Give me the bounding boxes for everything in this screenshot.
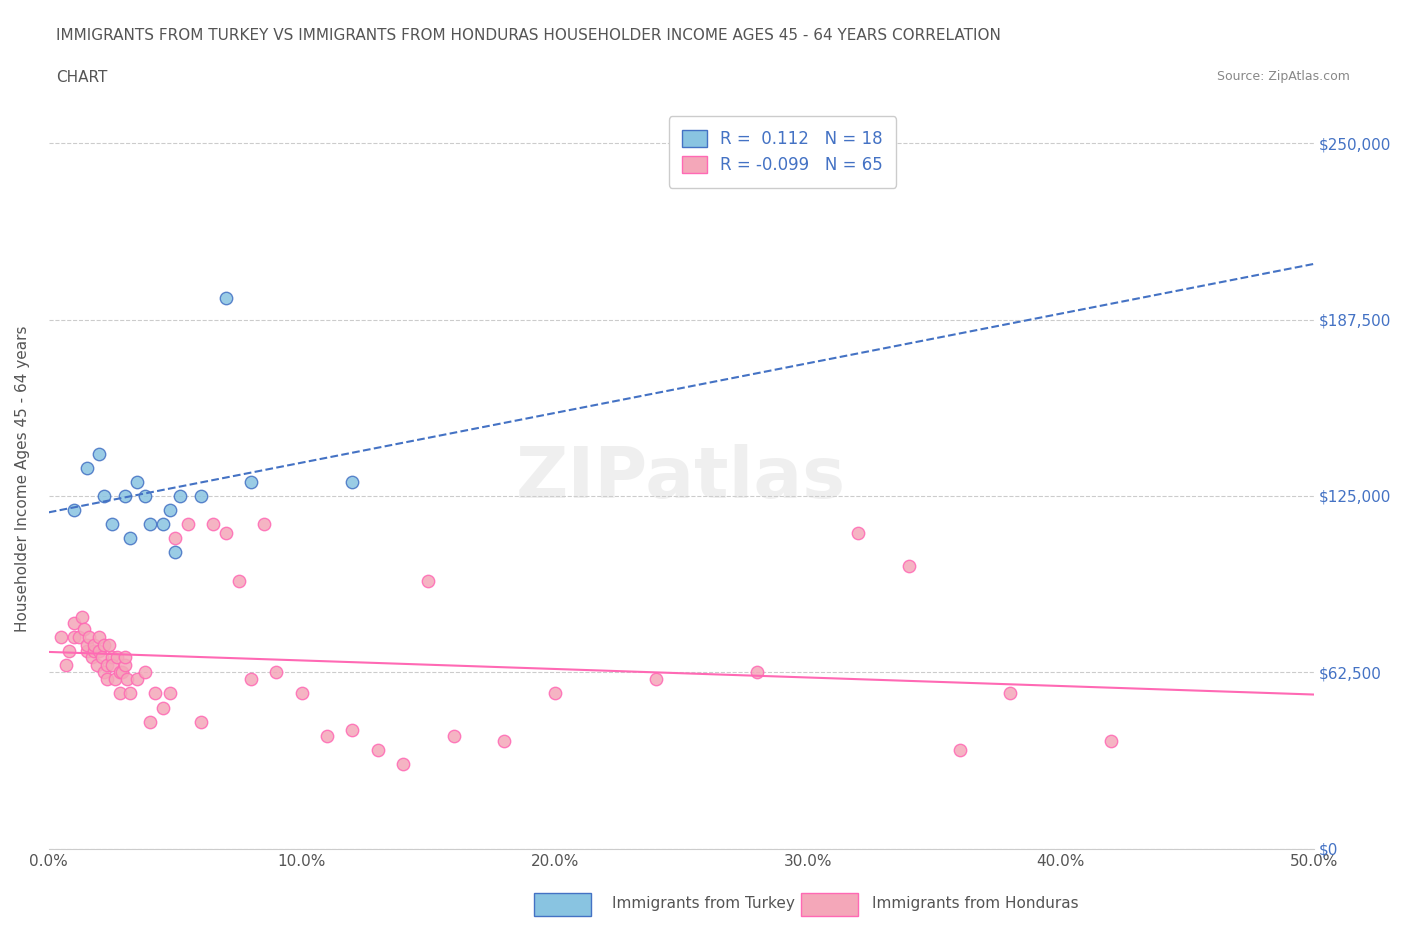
- Point: [159, 502, 181, 517]
- Point: [89, 630, 111, 644]
- Point: [114, 488, 136, 503]
- Point: [143, 686, 166, 701]
- Point: [134, 665, 156, 680]
- Point: [118, 531, 141, 546]
- Point: [1099, 734, 1122, 749]
- Point: [253, 517, 276, 532]
- Point: [70, 610, 93, 625]
- Point: [228, 573, 250, 588]
- Point: [139, 517, 162, 532]
- Point: [118, 686, 141, 701]
- Text: ZIPatlas: ZIPatlas: [516, 444, 846, 512]
- Point: [266, 665, 288, 680]
- Point: [105, 649, 128, 664]
- Point: [115, 671, 138, 686]
- Point: [169, 488, 191, 503]
- Point: [96, 658, 118, 672]
- Point: [76, 644, 98, 658]
- Point: [77, 630, 100, 644]
- Point: [645, 671, 668, 686]
- Point: [63, 502, 86, 517]
- Point: [494, 734, 516, 749]
- Point: [58, 644, 80, 658]
- Point: [127, 671, 149, 686]
- Point: [392, 756, 415, 771]
- Point: [544, 686, 567, 701]
- Point: [80, 649, 103, 664]
- Point: [134, 488, 156, 503]
- Point: [114, 658, 136, 672]
- Point: [998, 686, 1021, 701]
- Point: [96, 671, 118, 686]
- Point: [76, 638, 98, 653]
- Y-axis label: Householder Income Ages 45 - 64 years: Householder Income Ages 45 - 64 years: [15, 326, 30, 631]
- Point: [51, 630, 73, 644]
- Point: [103, 671, 125, 686]
- Text: Source: ZipAtlas.com: Source: ZipAtlas.com: [1216, 70, 1350, 83]
- Point: [897, 559, 920, 574]
- Point: [101, 658, 124, 672]
- Point: [159, 686, 181, 701]
- Point: [152, 517, 174, 532]
- Point: [139, 714, 162, 729]
- Point: [90, 649, 112, 664]
- Point: [190, 488, 212, 503]
- Point: [101, 649, 124, 664]
- Text: Immigrants from Honduras: Immigrants from Honduras: [872, 897, 1078, 911]
- Point: [165, 545, 187, 560]
- Point: [108, 686, 131, 701]
- Point: [108, 665, 131, 680]
- Point: [111, 665, 134, 680]
- Point: [101, 517, 124, 532]
- Point: [114, 649, 136, 664]
- Point: [948, 742, 970, 757]
- Point: [342, 474, 364, 489]
- Point: [98, 638, 121, 653]
- Point: [177, 517, 200, 532]
- Point: [152, 700, 174, 715]
- Point: [55, 658, 77, 672]
- Point: [240, 474, 263, 489]
- Point: [93, 488, 115, 503]
- Point: [93, 638, 115, 653]
- Point: [202, 517, 225, 532]
- Legend: R =  0.112   N = 18, R = -0.099   N = 65: R = 0.112 N = 18, R = -0.099 N = 65: [669, 116, 897, 188]
- Point: [73, 621, 96, 636]
- Point: [127, 474, 149, 489]
- Point: [342, 723, 364, 737]
- Point: [93, 665, 115, 680]
- Point: [215, 291, 238, 306]
- Point: [215, 525, 238, 540]
- Point: [89, 446, 111, 461]
- Point: [83, 644, 105, 658]
- Point: [443, 728, 465, 743]
- Point: [846, 525, 869, 540]
- Point: [240, 671, 263, 686]
- Point: [367, 742, 389, 757]
- Point: [83, 638, 105, 653]
- Point: [76, 460, 98, 475]
- Text: Immigrants from Turkey: Immigrants from Turkey: [612, 897, 794, 911]
- Point: [190, 714, 212, 729]
- Point: [291, 686, 314, 701]
- Point: [747, 665, 769, 680]
- Point: [63, 616, 86, 631]
- Point: [63, 630, 86, 644]
- Point: [89, 644, 111, 658]
- Text: CHART: CHART: [56, 70, 108, 85]
- Point: [316, 728, 339, 743]
- Point: [67, 630, 90, 644]
- Point: [165, 531, 187, 546]
- Point: [86, 658, 108, 672]
- Point: [418, 573, 440, 588]
- Text: IMMIGRANTS FROM TURKEY VS IMMIGRANTS FROM HONDURAS HOUSEHOLDER INCOME AGES 45 - : IMMIGRANTS FROM TURKEY VS IMMIGRANTS FRO…: [56, 28, 1001, 43]
